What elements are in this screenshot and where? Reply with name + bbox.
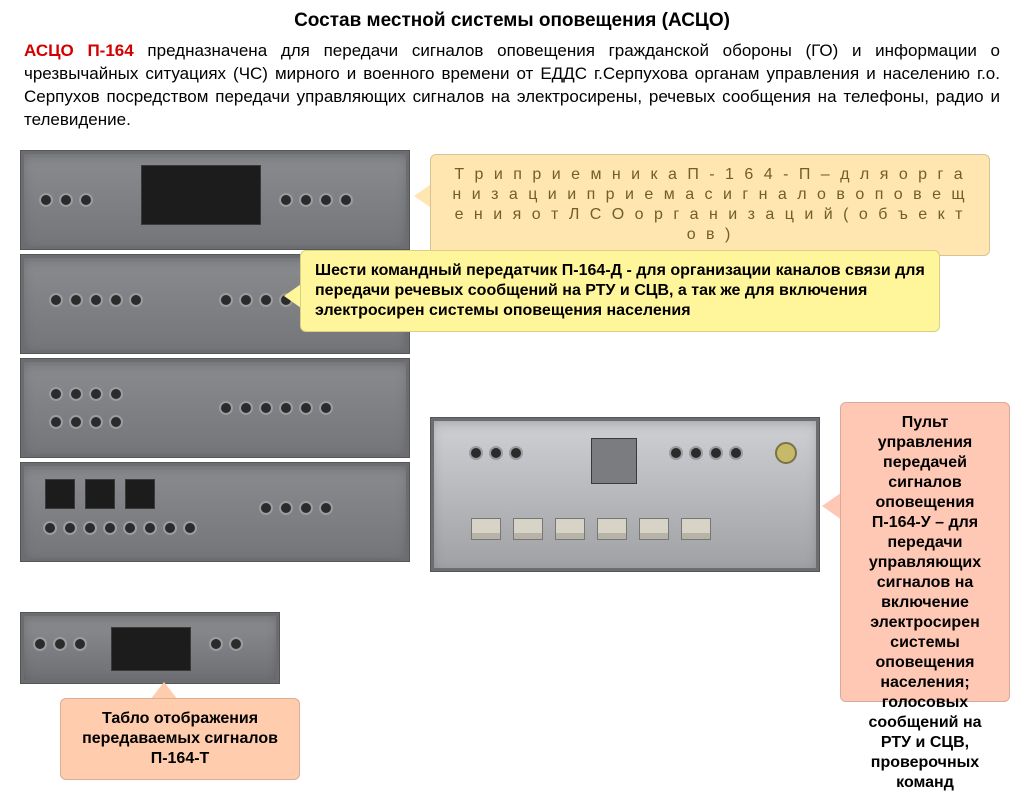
callout-transmitter: Шести командный передатчик П-164-Д - для… <box>300 250 940 332</box>
equipment-display <box>20 612 280 684</box>
diagram-stage: Т р и п р и е м н и к а П - 1 6 4 - П – … <box>0 142 1024 742</box>
intro-rest: предназначена для передачи сигналов опов… <box>24 41 1000 129</box>
equipment-console <box>430 417 820 572</box>
intro-paragraph: АСЦО П-164 предназначена для передачи си… <box>0 40 1024 142</box>
callout-display: Табло отображения передаваемых сигналов … <box>60 698 300 780</box>
callout-console: Пульт управления передачей сигналов опов… <box>840 402 1010 702</box>
callout-tail <box>822 492 842 520</box>
page-title: Состав местной системы оповещения (АСЦО) <box>0 0 1024 40</box>
equipment-rack-4 <box>20 462 410 562</box>
equipment-rack-1 <box>20 150 410 250</box>
intro-lead: АСЦО П-164 <box>24 41 134 60</box>
equipment-rack-3 <box>20 358 410 458</box>
callout-receivers: Т р и п р и е м н и к а П - 1 6 4 - П – … <box>430 154 990 256</box>
